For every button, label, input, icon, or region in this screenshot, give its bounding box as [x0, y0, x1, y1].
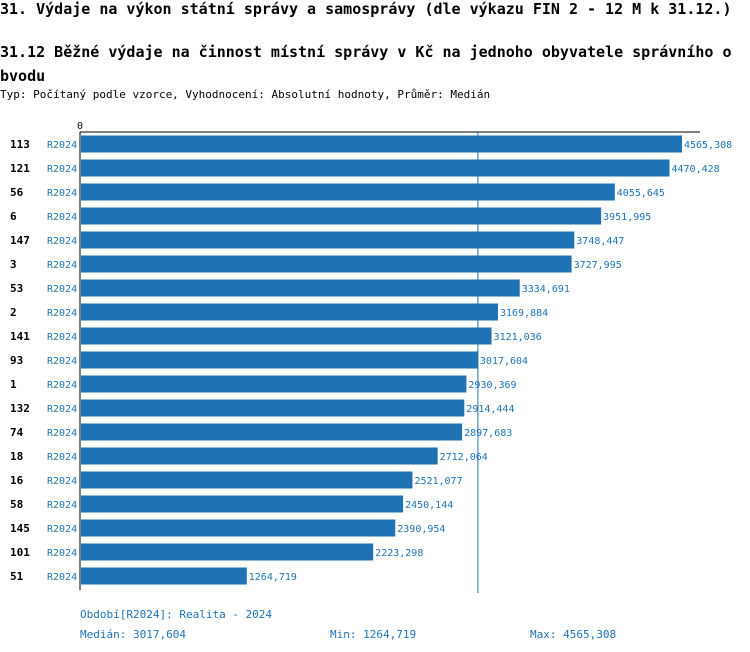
- bar-value-label: 2712,064: [440, 452, 488, 463]
- row-id-label: 1: [10, 378, 17, 391]
- bar-value-label: 4055,645: [617, 188, 665, 199]
- axis-zero-label: 0: [77, 121, 83, 132]
- bar-value-label: 2450,144: [405, 500, 453, 511]
- row-period-label: R2024: [47, 572, 77, 583]
- bar: [81, 567, 247, 585]
- chart-type-line: Typ: Počítaný podle vzorce, Vyhodnocení:…: [0, 88, 491, 101]
- row-id-label: 6: [10, 210, 17, 223]
- row-period-label: R2024: [47, 260, 77, 271]
- row-id-label: 121: [10, 162, 30, 175]
- row-id-label: 58: [10, 498, 23, 511]
- row-id-label: 101: [10, 546, 30, 559]
- row-id-label: 147: [10, 234, 30, 247]
- row-period-label: R2024: [47, 212, 77, 223]
- bar: [81, 159, 670, 177]
- period-note: Období[R2024]: Realita - 2024: [80, 608, 273, 621]
- page-title: 31. Výdaje na výkon státní správy a samo…: [0, 0, 732, 18]
- row-period-label: R2024: [47, 140, 77, 151]
- bar-value-label: 2914,444: [466, 404, 514, 415]
- row-period-label: R2024: [47, 500, 77, 511]
- bar: [81, 447, 438, 465]
- row-id-label: 113: [10, 138, 30, 151]
- row-period-label: R2024: [47, 404, 77, 415]
- row-period-label: R2024: [47, 188, 77, 199]
- row-id-label: 145: [10, 522, 30, 535]
- bar: [81, 327, 492, 345]
- row-id-label: 93: [10, 354, 23, 367]
- row-id-label: 18: [10, 450, 23, 463]
- chart-subtitle: 31.12 Běžné výdaje na činnost místní spr…: [0, 43, 732, 85]
- bar-value-label: 3951,995: [603, 212, 651, 223]
- max-summary: Max: 4565,308: [530, 628, 617, 641]
- bar: [81, 135, 682, 153]
- row-period-label: R2024: [47, 164, 77, 175]
- bar-value-label: 3727,995: [574, 260, 622, 271]
- bar-value-label: 2390,954: [397, 524, 445, 535]
- row-period-label: R2024: [47, 308, 77, 319]
- row-period-label: R2024: [47, 548, 77, 559]
- bar: [81, 279, 520, 297]
- bar: [81, 423, 463, 441]
- bar: [81, 471, 413, 489]
- row-id-label: 56: [10, 186, 24, 199]
- bar-chart: 0 113 R2024 4565,308 121 R2024 4470,428 56 R2024…: [10, 121, 732, 593]
- min-summary: Min: 1264,719: [330, 628, 417, 641]
- row-period-label: R2024: [47, 380, 77, 391]
- bar: [81, 495, 404, 513]
- bar-value-label: 2223,298: [375, 548, 423, 559]
- bar: [81, 207, 602, 225]
- bar-value-label: 1264,719: [249, 572, 297, 583]
- row-id-label: 16: [10, 474, 24, 487]
- row-id-label: 3: [10, 258, 17, 271]
- bar: [81, 303, 498, 321]
- bar-value-label: 3334,691: [522, 284, 570, 295]
- row-id-label: 2: [10, 306, 17, 319]
- bar: [81, 375, 467, 393]
- row-period-label: R2024: [47, 236, 77, 247]
- row-id-label: 53: [10, 282, 23, 295]
- row-period-label: R2024: [47, 356, 77, 367]
- bar: [81, 519, 396, 537]
- row-id-label: 141: [10, 330, 30, 343]
- bar-value-label: 3121,036: [494, 332, 542, 343]
- row-period-label: R2024: [47, 452, 77, 463]
- row-period-label: R2024: [47, 428, 77, 439]
- bar: [81, 543, 374, 561]
- bar-value-label: 2521,077: [414, 476, 462, 487]
- row-id-label: 132: [10, 402, 30, 415]
- bar-value-label: 2930,369: [468, 380, 516, 391]
- row-period-label: R2024: [47, 332, 77, 343]
- bar: [81, 231, 575, 249]
- bar: [81, 351, 478, 369]
- row-period-label: R2024: [47, 476, 77, 487]
- row-period-label: R2024: [47, 284, 77, 295]
- bar-value-label: 3017,604: [480, 356, 528, 367]
- bar: [81, 399, 465, 417]
- bar-value-label: 3169,884: [500, 308, 548, 319]
- bar: [81, 183, 615, 201]
- bar-value-label: 4470,428: [671, 164, 719, 175]
- bar-value-label: 3748,447: [576, 236, 624, 247]
- bar-value-label: 2897,683: [464, 428, 512, 439]
- median-summary: Medián: 3017,604: [80, 628, 186, 641]
- row-period-label: R2024: [47, 524, 77, 535]
- row-id-label: 74: [10, 426, 24, 439]
- row-id-label: 51: [10, 570, 24, 583]
- bar-value-label: 4565,308: [684, 140, 732, 151]
- bar: [81, 255, 572, 273]
